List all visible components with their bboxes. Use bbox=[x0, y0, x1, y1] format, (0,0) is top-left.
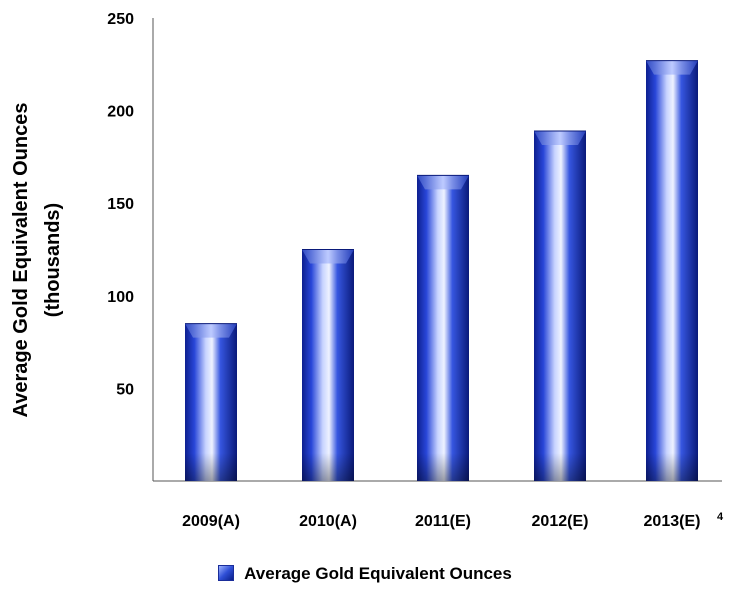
bar-cap bbox=[417, 175, 469, 190]
legend-swatch bbox=[218, 565, 235, 581]
bar-cap bbox=[185, 323, 237, 338]
bar-body bbox=[534, 130, 586, 482]
bar-body bbox=[646, 60, 698, 481]
y-tick-label: 150 bbox=[107, 196, 134, 213]
bar-base-shade bbox=[302, 453, 354, 481]
x-tick-label: 2011(E) bbox=[415, 513, 471, 530]
bar-cap bbox=[534, 130, 586, 145]
bar-base-shade bbox=[534, 453, 586, 481]
y-axis-title-line-2: (thousands) bbox=[42, 203, 64, 317]
bar bbox=[534, 130, 586, 482]
footnote-marker: 4 bbox=[717, 511, 724, 523]
y-tick-label: 200 bbox=[107, 104, 134, 121]
y-tick-label: 50 bbox=[116, 381, 134, 398]
bar-body bbox=[302, 249, 354, 481]
bar bbox=[646, 60, 698, 481]
legend-label: Average Gold Equivalent Ounces bbox=[244, 564, 512, 583]
legend: Average Gold Equivalent Ounces bbox=[0, 564, 730, 584]
bar-cap bbox=[646, 60, 698, 75]
y-axis-title: Average Gold Equivalent Ounces (thousands… bbox=[10, 103, 64, 418]
y-axis-title-line-1: Average Gold Equivalent Ounces bbox=[10, 103, 32, 418]
x-tick-label: 2012(E) bbox=[532, 513, 589, 530]
category-labels: 2009(A) 2010(A) 2011(E) 2012(E) 2013(E) bbox=[182, 513, 700, 530]
y-tick-label: 250 bbox=[107, 11, 134, 28]
bar-base-shade bbox=[646, 453, 698, 481]
bar-base-shade bbox=[417, 453, 469, 481]
bar bbox=[302, 249, 354, 481]
bar-body bbox=[417, 175, 469, 482]
y-tick-label: 100 bbox=[107, 289, 134, 306]
bar bbox=[417, 174, 469, 482]
bar bbox=[185, 323, 237, 481]
x-tick-label: 2013(E) bbox=[644, 513, 701, 530]
bars bbox=[185, 60, 698, 482]
bar-cap bbox=[302, 249, 354, 264]
bar-base-shade bbox=[185, 453, 237, 481]
x-tick-label: 2009(A) bbox=[182, 513, 240, 530]
x-tick-label: 2010(A) bbox=[299, 513, 357, 530]
y-tick-labels: 50 100 150 200 250 bbox=[107, 11, 134, 398]
